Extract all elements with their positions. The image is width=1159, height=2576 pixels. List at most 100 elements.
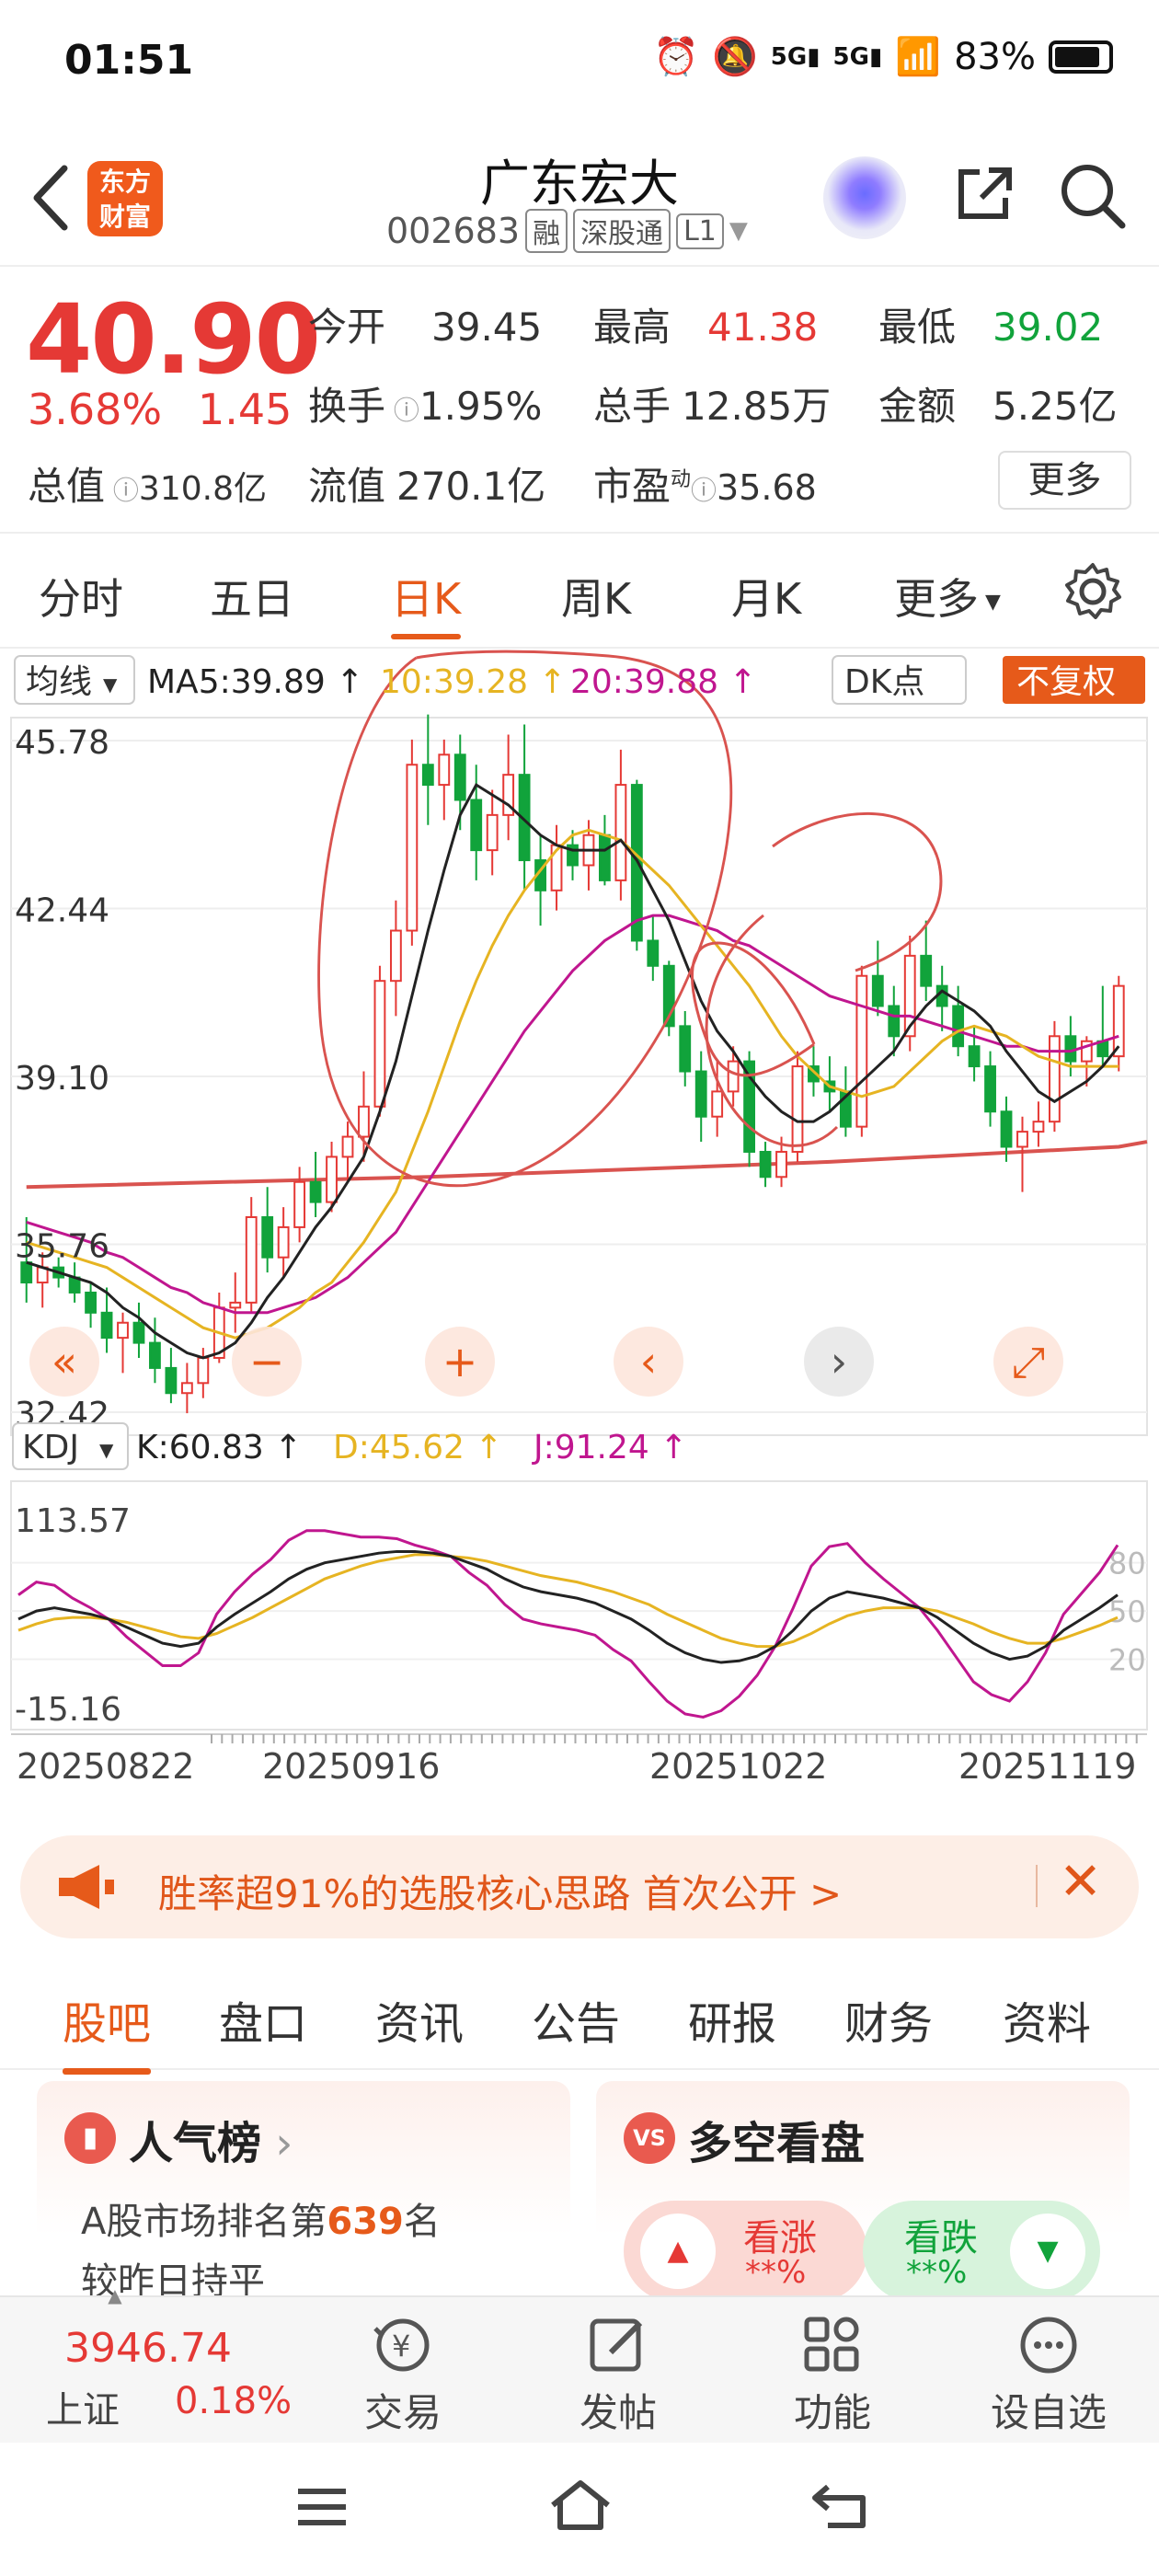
ai-assistant-icon[interactable] (823, 156, 906, 239)
functions-button[interactable]: 功能 (750, 2316, 915, 2438)
fast-back-icon[interactable]: « (29, 1327, 99, 1397)
y-tick-label: 42.44 (15, 892, 109, 930)
tab-news[interactable]: 资讯 (375, 1998, 465, 2050)
info-icon[interactable]: ⓘ (691, 475, 717, 506)
bar-chart-icon: ▮ (64, 2112, 116, 2164)
tab-monthly-k[interactable]: 月K (731, 574, 802, 624)
turnover-stat: 换手 ⓘ1.95% (308, 375, 542, 431)
popularity-card[interactable]: ▮ 人气榜 › A股市场排名第639名 较昨日持平 (37, 2081, 570, 2303)
candle-up (1112, 984, 1125, 1058)
info-icon[interactable]: ⓘ (385, 395, 419, 426)
kdj-j-readout: J:91.24 ↑ (532, 1429, 687, 1466)
minus-icon[interactable]: − (232, 1327, 302, 1397)
add-watchlist-button[interactable]: 设自选 (966, 2316, 1131, 2438)
vote-down-button[interactable]: 看跌 **% ▼ (863, 2201, 1100, 2302)
home-icon[interactable] (547, 2478, 614, 2533)
vote-down-label: 看跌 (904, 2217, 978, 2260)
kdj-j-line (17, 1529, 1119, 1719)
candle-down (871, 974, 884, 1007)
candle-down (968, 1045, 981, 1068)
add-watchlist-label: 设自选 (990, 2390, 1107, 2435)
post-button[interactable]: 发帖 (535, 2316, 701, 2438)
back-nav-icon[interactable] (809, 2481, 868, 2531)
control-button-bg (804, 1327, 874, 1397)
pe-label: 市盈 (593, 464, 671, 509)
ma10-readout: 10:39.28 ↑ (380, 663, 567, 701)
kdj-level-label: 20 (1108, 1643, 1146, 1678)
tab-profile[interactable]: 资料 (1003, 1998, 1092, 2050)
date-label: 20250916 (262, 1746, 440, 1787)
ma10-line (26, 828, 1119, 1340)
stock-code-row[interactable]: 002683 融 深股通 L1 ▼ (386, 209, 748, 253)
price-adjust-toggle[interactable]: 不复权 (1003, 656, 1145, 704)
candle-up (1048, 1035, 1061, 1123)
indicator-selector[interactable]: 均线 ▼ (14, 655, 135, 705)
tab-announcements[interactable]: 公告 (532, 1998, 621, 2050)
wifi-icon: 📶 (895, 36, 942, 78)
pe-value: 35.68 (717, 467, 817, 508)
kdj-k-line (17, 1549, 1119, 1664)
candle-down (1000, 1110, 1013, 1148)
amount-value: 5.25亿 (993, 384, 1118, 429)
caret-down-icon: ▼ (103, 673, 118, 696)
candle-up (180, 1382, 193, 1395)
search-icon[interactable] (1058, 161, 1127, 230)
triangle-down-icon: ▼ (1010, 2214, 1085, 2289)
left-icon[interactable]: ‹ (614, 1327, 683, 1397)
settings-gear-icon[interactable] (1062, 561, 1123, 622)
tab-research[interactable]: 研报 (688, 1998, 777, 2050)
tab-intraday[interactable]: 分时 (39, 574, 123, 624)
tab-financials[interactable]: 财务 (844, 1998, 934, 2050)
quote-panel: 40.90 3.68% 1.45 今开 39.45 最高 41.38 最低 39.02… (0, 267, 1159, 534)
versus-icon: VS (624, 2112, 675, 2164)
vote-up-button[interactable]: ▲ 看涨 **% (624, 2201, 867, 2302)
tab-more[interactable]: 更多 ▼ (894, 566, 1001, 627)
tab-weekly-k[interactable]: 周K (561, 574, 632, 624)
expand-icon[interactable]: ⤢ (993, 1327, 1063, 1397)
tab-orderbook[interactable]: 盘口 (219, 1998, 308, 2050)
close-icon[interactable]: ✕ (1059, 1852, 1102, 1912)
info-icon[interactable]: ⓘ (105, 475, 139, 506)
kdj-selector[interactable]: KDJ ▼ (12, 1422, 129, 1470)
vote-down-value: **% (906, 2254, 968, 2291)
indicator-label: 均线 (26, 663, 92, 701)
candle-up (775, 1150, 787, 1179)
tab-five-day[interactable]: 五日 (210, 574, 294, 624)
promo-banner[interactable]: 胜率超91%的选股核心思路 首次公开 > ✕ (20, 1835, 1139, 1938)
back-button[interactable] (28, 161, 74, 250)
tab-daily-k[interactable]: 日K (391, 566, 462, 639)
dk-point-toggle[interactable]: DK点 (832, 655, 967, 705)
tag-margin: 融 (525, 209, 568, 253)
index-value[interactable]: 3946.74 (64, 2325, 232, 2372)
tab-forum[interactable]: 股吧 (63, 1987, 152, 2075)
high-stat: 最高 41.38 (593, 296, 818, 352)
menu-icon[interactable] (294, 2484, 350, 2530)
ma20-readout: 20:39.88 ↑ (570, 663, 757, 701)
candle-down (984, 1065, 996, 1113)
plus-icon[interactable]: + (425, 1327, 495, 1397)
popularity-title: 人气榜 › (129, 2107, 293, 2171)
mute-icon: 🔕 (711, 36, 758, 78)
candle-up (1016, 1131, 1028, 1148)
clock: 01:51 (64, 37, 194, 84)
right-icon[interactable]: › (804, 1327, 874, 1397)
kdj-y-min: -15.16 (15, 1691, 121, 1729)
candle-down (567, 844, 579, 867)
bull-bear-card[interactable]: VS 多空看盘 ▲ 看涨 **% 看跌 **% ▼ (596, 2081, 1130, 2302)
amount-label: 金额 (878, 384, 957, 429)
low-label: 最低 (878, 305, 957, 350)
kline-chart-area[interactable]: 80 50 20 113.57 -15.16 20250822 20250916 202510… (0, 649, 1159, 1822)
candle-up (727, 1060, 740, 1093)
share-icon[interactable] (952, 161, 1016, 225)
promo-text[interactable]: 胜率超91%的选股核心思路 首次公开 > (158, 1871, 843, 1916)
float-label: 流值 (308, 464, 386, 509)
post-label: 发帖 (579, 2390, 657, 2435)
app-logo[interactable]: 东方 财富 (87, 161, 163, 236)
caret-up-icon: ▲ (108, 2284, 122, 2306)
candle-up (438, 753, 451, 787)
more-button[interactable]: 更多 (998, 451, 1131, 510)
stock-name: 广东宏大 (480, 155, 679, 213)
signal-icon-2: 5G▮ (832, 42, 883, 71)
trade-button[interactable]: ¥ 交易 (320, 2316, 486, 2438)
